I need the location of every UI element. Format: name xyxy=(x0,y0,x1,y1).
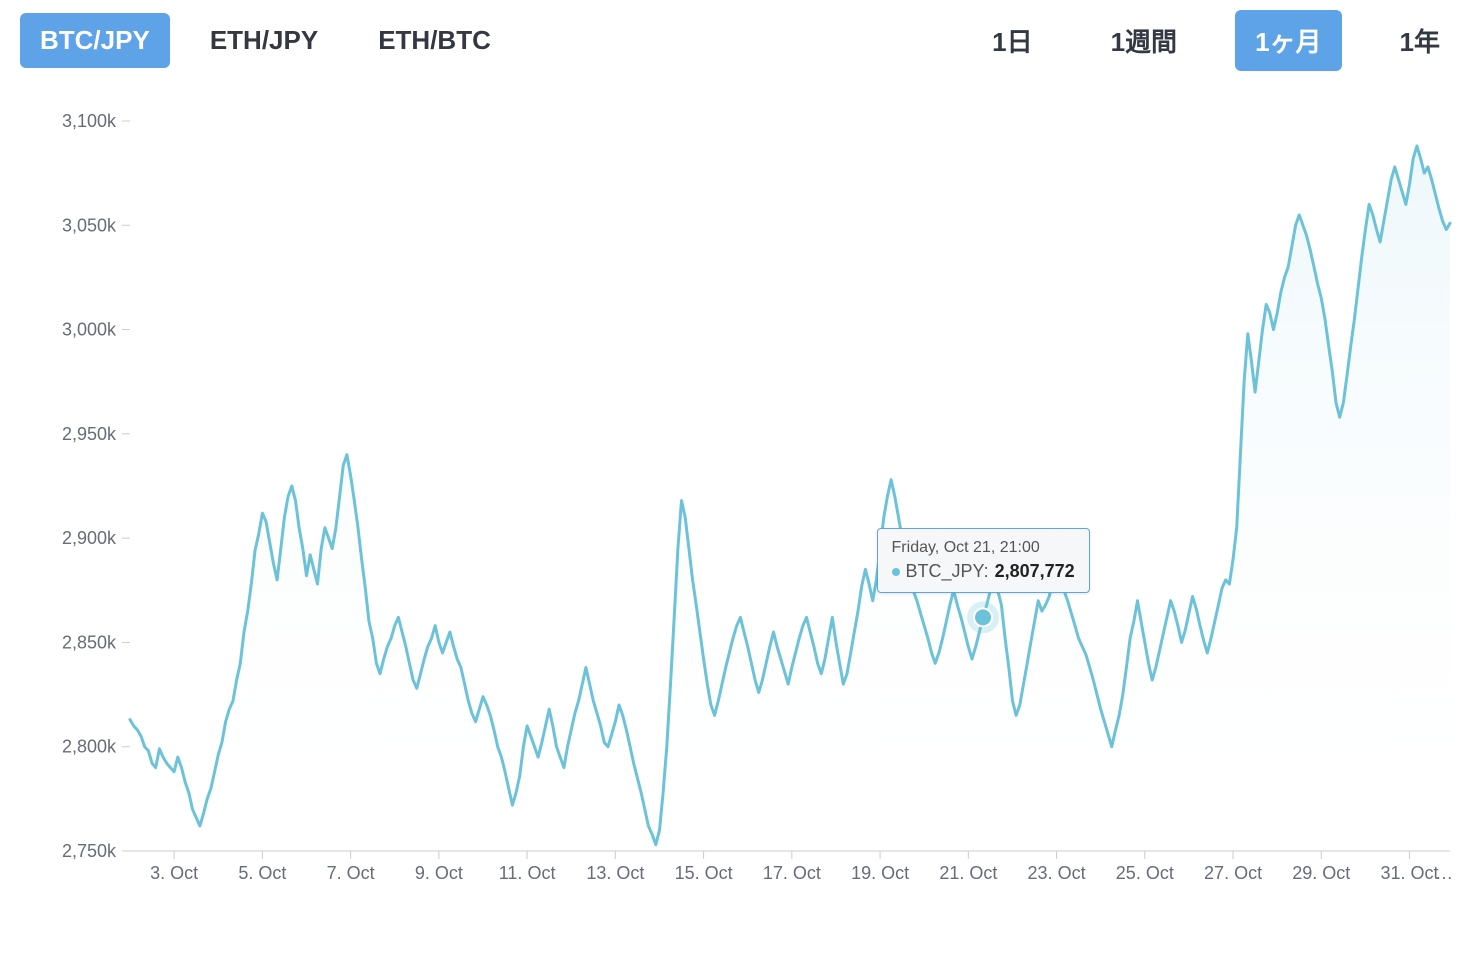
hover-tooltip: Friday, Oct 21, 21:00 BTC_JPY: 2,807,772 xyxy=(877,528,1090,593)
range-tab[interactable]: 1週間 xyxy=(1091,10,1197,71)
svg-text:3,000k: 3,000k xyxy=(62,320,117,340)
pair-tabs: BTC/JPY ETH/JPY ETH/BTC xyxy=(20,13,511,68)
pair-tab[interactable]: ETH/BTC xyxy=(358,13,511,68)
svg-text:31. Oct: 31. Oct xyxy=(1381,863,1439,883)
tooltip-date: Friday, Oct 21, 21:00 xyxy=(892,539,1075,557)
svg-text:…: … xyxy=(1435,863,1453,883)
svg-text:2,850k: 2,850k xyxy=(62,632,117,652)
svg-text:7. Oct: 7. Oct xyxy=(327,863,375,883)
svg-text:17. Oct: 17. Oct xyxy=(763,863,821,883)
pair-tab[interactable]: BTC/JPY xyxy=(20,13,170,68)
range-tabs: 1日 1週間 1ヶ月 1年 xyxy=(972,10,1460,71)
svg-text:29. Oct: 29. Oct xyxy=(1292,863,1350,883)
tabs-row: BTC/JPY ETH/JPY ETH/BTC 1日 1週間 1ヶ月 1年 xyxy=(20,10,1460,71)
pair-tab[interactable]: ETH/JPY xyxy=(190,13,338,68)
svg-text:2,800k: 2,800k xyxy=(62,737,117,757)
svg-text:25. Oct: 25. Oct xyxy=(1116,863,1174,883)
svg-text:15. Oct: 15. Oct xyxy=(675,863,733,883)
svg-text:2,900k: 2,900k xyxy=(62,528,117,548)
chart-area[interactable]: 2,750k 2,800k 2,850k 2,900k 2,950k 3,000k 3,05… xyxy=(20,101,1460,936)
svg-text:3,050k: 3,050k xyxy=(62,215,117,235)
svg-text:23. Oct: 23. Oct xyxy=(1028,863,1086,883)
range-tab[interactable]: 1ヶ月 xyxy=(1235,10,1341,71)
range-tab[interactable]: 1年 xyxy=(1380,10,1460,71)
svg-text:2,950k: 2,950k xyxy=(62,424,117,444)
range-tab[interactable]: 1日 xyxy=(972,10,1052,71)
svg-text:2,750k: 2,750k xyxy=(62,841,117,861)
svg-text:13. Oct: 13. Oct xyxy=(586,863,644,883)
svg-text:19. Oct: 19. Oct xyxy=(851,863,909,883)
svg-text:3. Oct: 3. Oct xyxy=(150,863,198,883)
svg-text:21. Oct: 21. Oct xyxy=(939,863,997,883)
svg-text:3,100k: 3,100k xyxy=(62,111,117,131)
svg-text:9. Oct: 9. Oct xyxy=(415,863,463,883)
svg-text:11. Oct: 11. Oct xyxy=(499,863,556,883)
price-chart[interactable]: 2,750k 2,800k 2,850k 2,900k 2,950k 3,000k 3,05… xyxy=(20,101,1460,921)
svg-text:27. Oct: 27. Oct xyxy=(1204,863,1262,883)
tooltip-series-label: BTC_JPY: xyxy=(906,561,989,582)
svg-text:5. Oct: 5. Oct xyxy=(238,863,286,883)
tooltip-value: 2,807,772 xyxy=(995,561,1075,582)
tooltip-series-dot-icon xyxy=(892,568,900,576)
